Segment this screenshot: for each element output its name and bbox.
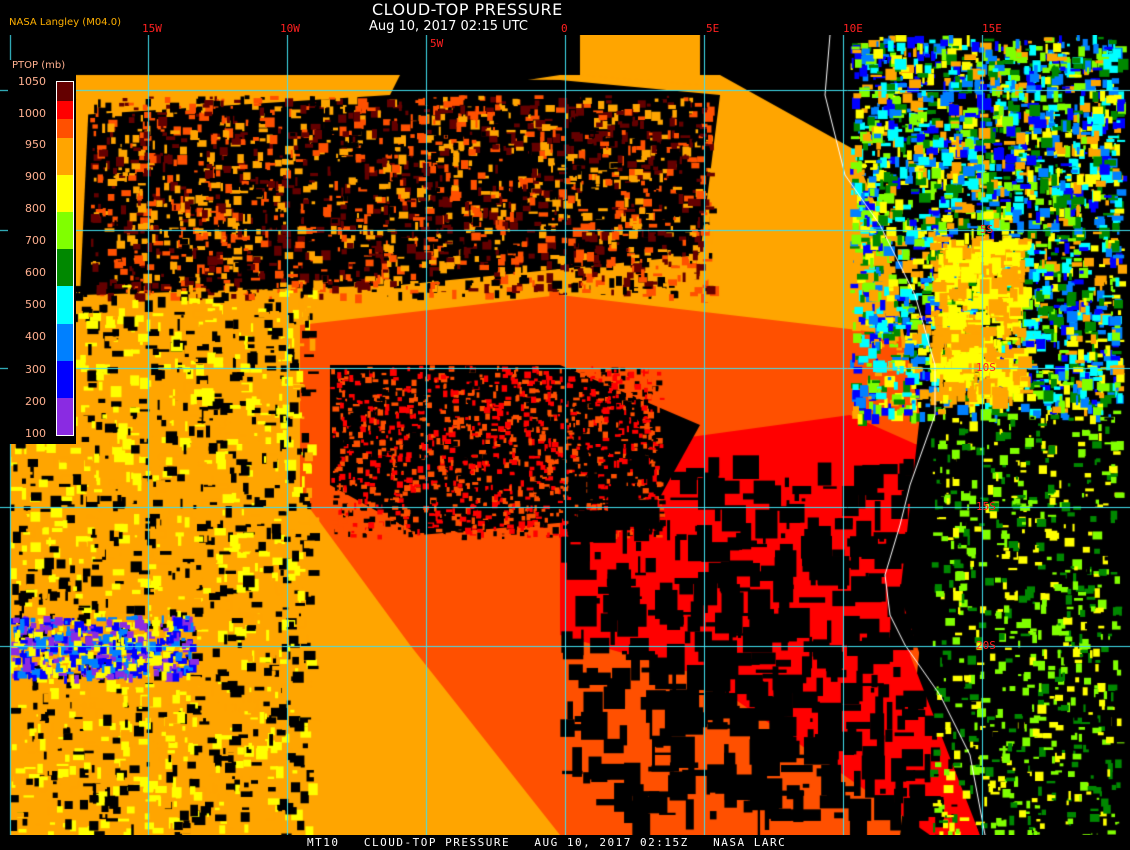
lon-label: 0 [561,22,568,35]
legend-segment [57,174,73,213]
lon-label: 5E [706,22,720,35]
cloud-top-pressure-map [0,35,1130,835]
legend-segment [57,397,73,435]
legend-segment [57,212,73,250]
legend-segment [57,323,73,361]
legend-tick: 400 [25,330,46,343]
lon-label: 10E [843,22,863,35]
legend-tick: 500 [25,298,46,311]
legend-tick: 1000 [18,107,46,120]
legend-segment [57,100,73,120]
map-datetime: Aug 10, 2017 02:15 UTC [369,19,528,34]
legend-tick: 700 [25,234,46,247]
lat-label: 20S [976,639,996,652]
legend-segment [57,249,73,287]
legend-title: PTOP (mb) [12,60,66,71]
lon-label: 15W [142,22,162,35]
legend-tick: 300 [25,363,46,376]
map-title: CLOUD-TOP PRESSURE [372,0,563,19]
legend-tick: 1050 [18,75,46,88]
footer-caption: MT10 CLOUD-TOP PRESSURE AUG 10, 2017 02:… [307,836,787,849]
legend-tick: 900 [25,170,46,183]
credit-label: NASA Langley (M04.0) [9,17,121,28]
lat-label: 10S [976,361,996,374]
legend-segment [57,360,73,398]
lon-label: 5W [430,37,444,50]
legend-tick: 800 [25,202,46,215]
legend-segment [57,119,73,138]
lat-label: 5S [980,223,994,236]
legend-segment [57,137,73,175]
color-legend: PTOP (mb) 1050 1000 950 900 800 700 600 500 400 3… [8,60,76,444]
color-bar [56,81,74,436]
lat-label: 15S [976,500,996,513]
legend-tick: 950 [25,138,46,151]
legend-segment [57,82,73,101]
legend-segment [57,286,73,324]
lon-label: 10W [280,22,300,35]
legend-tick: 100 [25,427,46,440]
legend-tick: 600 [25,266,46,279]
lon-label: 15E [982,22,1002,35]
legend-tick: 200 [25,395,46,408]
